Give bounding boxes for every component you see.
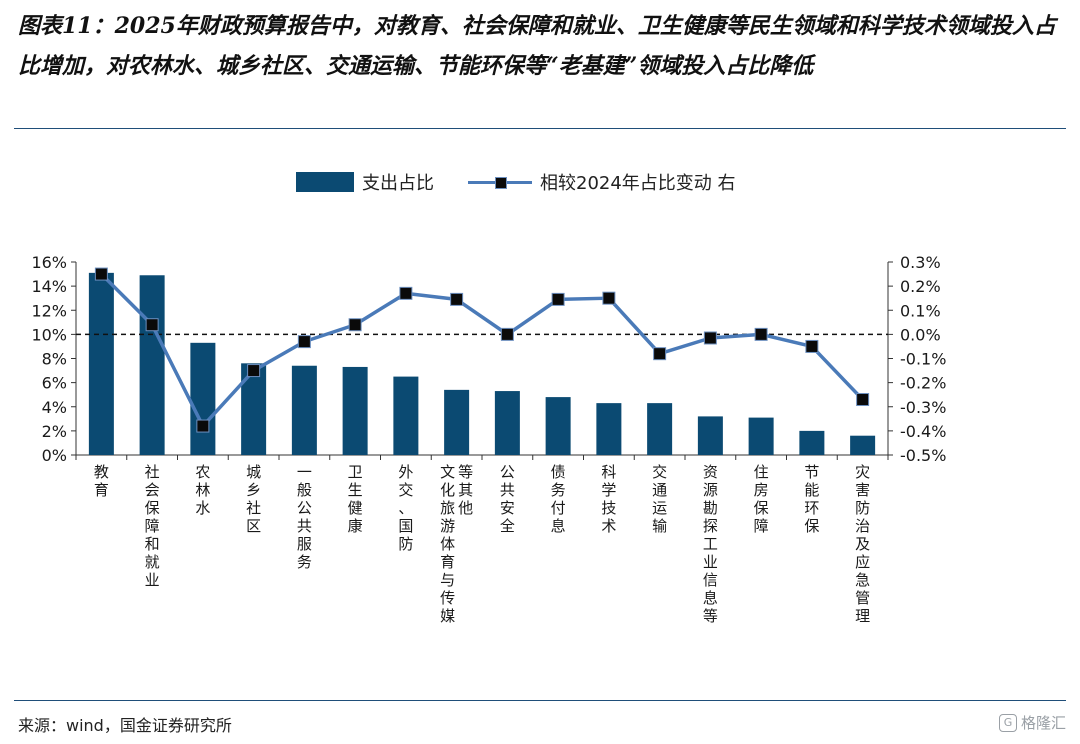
y-right-tick-label: 0.3% — [900, 253, 941, 272]
bar — [647, 403, 673, 455]
legend-line-swatch — [468, 172, 532, 192]
x-tick-label: 公共安全 — [500, 463, 515, 535]
bar — [850, 435, 876, 455]
line-marker — [551, 292, 565, 306]
bar — [596, 403, 622, 455]
watermark-text: 格隆汇 — [1020, 714, 1066, 732]
x-tick-label: 灾害防治及应急管理 — [855, 463, 870, 625]
y-left-tick-label: 0% — [42, 446, 67, 465]
source-divider — [14, 700, 1066, 701]
y-left-tick-label: 6% — [42, 374, 67, 393]
legend-item-line: 相较2024年占比变动 右 — [468, 169, 736, 195]
x-tick-label: 债务付息 — [551, 463, 566, 535]
line-marker — [500, 327, 514, 341]
x-tick-label: 文化旅游体育与传媒等其他 — [440, 463, 473, 625]
legend-line-label: 相较2024年占比变动 右 — [540, 173, 736, 194]
bar — [494, 391, 520, 455]
line-marker — [602, 291, 616, 305]
watermark-logo-icon: G — [998, 713, 1017, 732]
line-marker — [399, 286, 413, 300]
x-tick-label: 农林水 — [195, 463, 210, 517]
bar — [748, 417, 774, 455]
bar — [241, 363, 267, 455]
x-tick-label: 科学技术 — [601, 463, 616, 535]
x-tick-label: 资源勘探工业信息等 — [703, 463, 718, 625]
bar — [139, 275, 165, 455]
y-right-tick-label: 0.0% — [900, 325, 941, 344]
line-marker — [754, 327, 768, 341]
y-right-tick-label: 0.2% — [900, 277, 941, 296]
line-marker — [653, 347, 667, 361]
line-marker — [805, 339, 819, 353]
x-tick-label: 教育 — [94, 463, 109, 499]
y-right-tick-label: -0.2% — [900, 374, 946, 393]
bar — [697, 416, 723, 455]
title-divider — [14, 128, 1066, 129]
bar — [291, 365, 317, 455]
legend-bar-label: 支出占比 — [362, 173, 434, 194]
x-tick-label: 社会保障和就业 — [145, 463, 160, 589]
y-left-tick-label: 16% — [31, 253, 67, 272]
x-tick-label: 节能环保 — [804, 463, 819, 535]
y-right-tick-label: 0.1% — [900, 301, 941, 320]
line-marker — [145, 318, 159, 332]
line-series — [100, 272, 864, 428]
bar — [190, 342, 216, 455]
line-marker — [196, 419, 210, 433]
bar — [342, 366, 368, 455]
legend-item-bar: 支出占比 — [296, 169, 434, 195]
bar — [545, 397, 571, 455]
bar — [799, 430, 825, 455]
x-tick-label: 住房保障 — [754, 463, 769, 535]
y-right-tick-label: -0.5% — [900, 446, 946, 465]
x-tick-label: 一般公共服务 — [297, 463, 312, 571]
watermark: G 格隆汇 — [998, 712, 1066, 733]
chart-plot: 0% 2% 4% 6% 8% 10% 12% 14% 16% -0.5% -0.4% -0.3% -0.… — [31, 253, 946, 625]
line-marker — [247, 364, 261, 378]
line-marker — [856, 393, 870, 407]
y-left-tick-label: 2% — [42, 422, 67, 441]
bar — [88, 272, 114, 455]
legend-bar-swatch — [296, 172, 354, 192]
chart-title: 图表11：2025年财政预算报告中，对教育、社会保障和就业、卫生健康等民生领域和… — [18, 13, 1056, 79]
y-left-tick-label: 4% — [42, 398, 67, 417]
bar — [444, 389, 470, 455]
legend: 支出占比 相较2024年占比变动 右 — [296, 168, 770, 196]
source-note: 来源：wind，国金证券研究所 — [18, 716, 232, 735]
x-tick-label: 卫生健康 — [348, 463, 363, 535]
line-marker — [94, 267, 108, 281]
line-marker — [703, 331, 717, 345]
line-marker — [348, 318, 362, 332]
y-right-tick-label: -0.3% — [900, 398, 946, 417]
x-tick-label: 城乡社区 — [246, 463, 261, 535]
x-tick-label: 外交、国防 — [398, 463, 413, 553]
y-left-tick-label: 10% — [31, 325, 67, 344]
line-marker — [297, 335, 311, 349]
bar — [393, 376, 419, 455]
y-left-tick-label: 14% — [31, 277, 67, 296]
y-right-tick-label: -0.1% — [900, 350, 946, 369]
y-right-tick-label: -0.4% — [900, 422, 946, 441]
y-left-tick-label: 8% — [42, 350, 67, 369]
x-tick-label: 交通运输 — [652, 463, 667, 535]
y-left-tick-label: 12% — [31, 301, 67, 320]
line-marker — [450, 292, 464, 306]
